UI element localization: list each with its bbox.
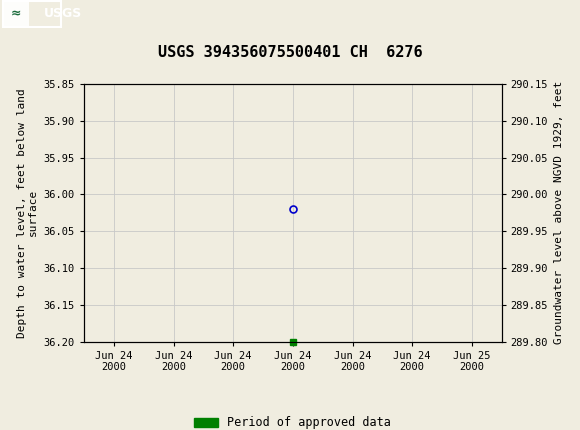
- Legend: Period of approved data: Period of approved data: [190, 412, 396, 430]
- Y-axis label: Depth to water level, feet below land
surface: Depth to water level, feet below land su…: [17, 88, 38, 338]
- Text: USGS 394356075500401 CH  6276: USGS 394356075500401 CH 6276: [158, 45, 422, 60]
- FancyBboxPatch shape: [4, 2, 29, 26]
- Text: USGS: USGS: [44, 7, 82, 21]
- Text: ≈: ≈: [11, 7, 21, 21]
- Y-axis label: Groundwater level above NGVD 1929, feet: Groundwater level above NGVD 1929, feet: [554, 81, 564, 344]
